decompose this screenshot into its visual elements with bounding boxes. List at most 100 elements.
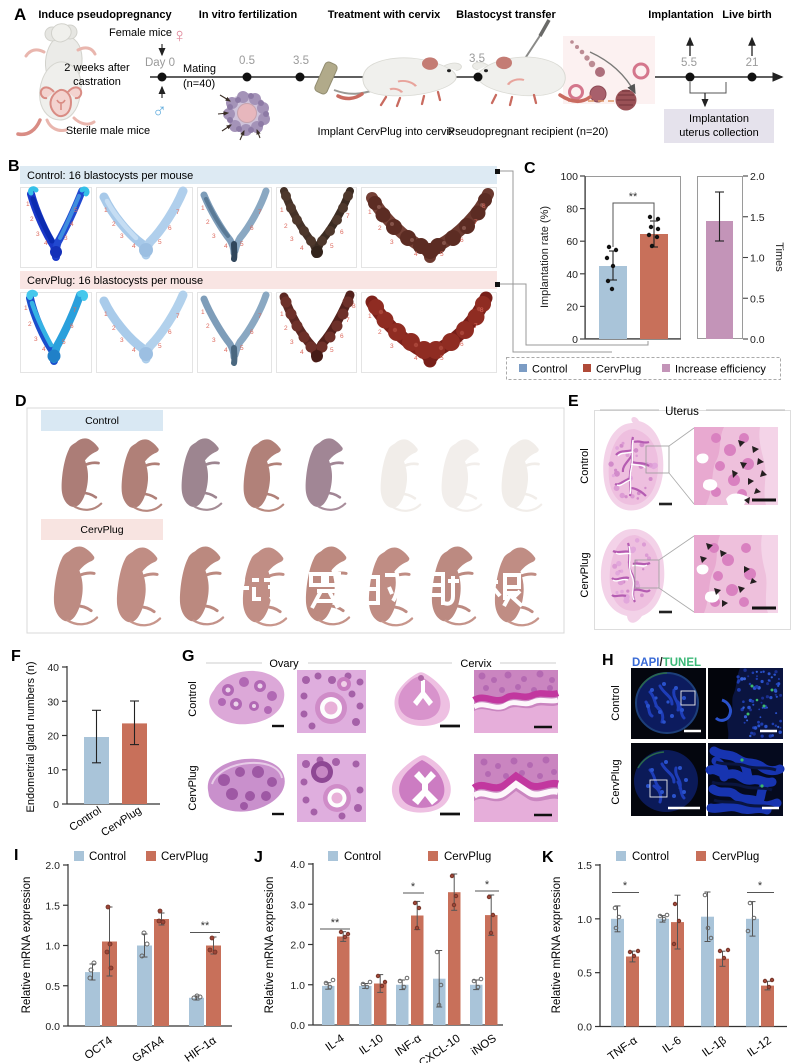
svg-text:6: 6 [168, 329, 172, 336]
svg-text:8: 8 [482, 203, 486, 210]
svg-text:3: 3 [212, 233, 216, 240]
svg-text:G: G [182, 648, 194, 665]
svg-text:GATA4: GATA4 [130, 1034, 167, 1063]
svg-text:Implantation: Implantation [648, 9, 714, 21]
svg-text:4.0: 4.0 [290, 859, 305, 871]
svg-text:60: 60 [566, 236, 578, 248]
svg-text:0: 0 [53, 799, 59, 811]
svg-text:♂: ♂ [152, 100, 167, 122]
svg-text:Female mice: Female mice [109, 27, 172, 39]
svg-text:7: 7 [73, 307, 77, 314]
svg-text:1: 1 [368, 209, 372, 216]
svg-text:IL-12: IL-12 [745, 1035, 773, 1060]
svg-text:40: 40 [47, 662, 59, 674]
svg-text:0.5: 0.5 [45, 981, 60, 993]
svg-text:F: F [11, 648, 21, 665]
svg-text:*: * [758, 880, 763, 892]
svg-text:7: 7 [474, 219, 478, 226]
svg-text:Endometrial gland numbers (n): Endometrial gland numbers (n) [25, 661, 37, 812]
svg-text:7: 7 [258, 313, 262, 320]
svg-text:IL-10: IL-10 [357, 1033, 385, 1058]
svg-text:0.0: 0.0 [577, 1022, 592, 1034]
svg-text:1: 1 [368, 313, 372, 320]
svg-text:3: 3 [120, 233, 124, 240]
svg-text:7: 7 [176, 209, 180, 216]
svg-text:6: 6 [340, 333, 344, 340]
svg-text:D: D [15, 393, 27, 410]
svg-text:1.0: 1.0 [45, 941, 60, 953]
svg-text:1.0: 1.0 [750, 253, 765, 265]
svg-text:4: 4 [414, 355, 418, 362]
svg-text:B: B [8, 158, 20, 175]
svg-text:40: 40 [566, 269, 578, 281]
svg-text:2: 2 [378, 225, 382, 232]
svg-text:1: 1 [280, 207, 284, 214]
svg-text:INF-α: INF-α [393, 1032, 424, 1059]
svg-text:0.0: 0.0 [750, 334, 765, 346]
svg-text:Control: Control [85, 415, 119, 427]
svg-text:4: 4 [414, 251, 418, 258]
svg-text:CervPlug: CervPlug [161, 851, 208, 863]
svg-text:7: 7 [474, 323, 478, 330]
svg-text:Day 0: Day 0 [145, 57, 175, 69]
svg-text:E: E [568, 393, 579, 410]
svg-text:2: 2 [28, 321, 32, 328]
svg-text:CXCL-10: CXCL-10 [417, 1033, 463, 1063]
svg-text:5: 5 [330, 243, 334, 250]
svg-text:HIF-1α: HIF-1α [183, 1034, 219, 1063]
svg-text:2.0: 2.0 [750, 171, 765, 183]
svg-text:Control: Control [187, 681, 199, 716]
svg-text:3: 3 [64, 235, 68, 242]
svg-text:0: 0 [572, 334, 578, 346]
svg-text:Induce pseudopregnancy: Induce pseudopregnancy [38, 9, 172, 21]
svg-text:3.5: 3.5 [469, 53, 485, 65]
svg-text:5: 5 [240, 241, 244, 248]
svg-text:3: 3 [290, 339, 294, 346]
svg-text:3: 3 [36, 231, 40, 238]
svg-text:CervPlug: 16 blastocysts per m: CervPlug: 16 blastocysts per mouse [27, 275, 203, 287]
svg-text:Live birth: Live birth [722, 9, 772, 21]
svg-text:6: 6 [460, 341, 464, 348]
svg-text:10: 10 [47, 765, 59, 777]
svg-text:7: 7 [346, 317, 350, 324]
svg-text:3: 3 [120, 337, 124, 344]
svg-text:7: 7 [346, 213, 350, 220]
svg-text:1.5: 1.5 [45, 900, 60, 912]
svg-text:6: 6 [250, 225, 254, 232]
svg-text:2: 2 [284, 223, 288, 230]
svg-text:5: 5 [440, 251, 444, 258]
svg-text:6: 6 [340, 229, 344, 236]
svg-text:3: 3 [34, 336, 38, 343]
svg-text:4: 4 [132, 347, 136, 354]
svg-text:1: 1 [280, 311, 284, 318]
svg-text:Implant CervPlug into cervix: Implant CervPlug into cervix [318, 126, 455, 138]
svg-text:C: C [524, 160, 536, 177]
svg-text:K: K [542, 849, 554, 866]
svg-text:1.5: 1.5 [750, 212, 765, 224]
svg-text:1: 1 [24, 305, 28, 312]
svg-text:5: 5 [74, 207, 78, 214]
svg-text:H: H [602, 652, 614, 669]
svg-text:IL-6: IL-6 [661, 1035, 684, 1056]
svg-text:Uterus: Uterus [665, 406, 699, 418]
svg-text:iNOS: iNOS [469, 1032, 499, 1058]
svg-text:8: 8 [480, 307, 484, 314]
svg-text:IL-1β: IL-1β [700, 1034, 729, 1059]
svg-text:1: 1 [26, 201, 30, 208]
svg-text:1: 1 [201, 309, 205, 316]
svg-text:30: 30 [47, 696, 59, 708]
svg-text:Relative mRNA expression: Relative mRNA expression [264, 877, 276, 1014]
svg-text:4: 4 [224, 243, 228, 250]
svg-text:6: 6 [250, 329, 254, 336]
svg-text:Control: Control [344, 851, 381, 863]
svg-text:A: A [14, 5, 26, 24]
svg-text:2: 2 [112, 221, 116, 228]
svg-text:Pseudopregnant recipient (n=20: Pseudopregnant recipient (n=20) [448, 126, 609, 138]
svg-text:DAPI/TUNEL: DAPI/TUNEL [632, 657, 701, 669]
svg-text:1: 1 [104, 311, 108, 318]
svg-text:Ovary: Ovary [269, 658, 299, 670]
svg-text:uterus collection: uterus collection [679, 127, 759, 139]
svg-text:1: 1 [201, 205, 205, 212]
svg-text:Control: Control [610, 685, 622, 720]
svg-text:*: * [623, 880, 628, 892]
